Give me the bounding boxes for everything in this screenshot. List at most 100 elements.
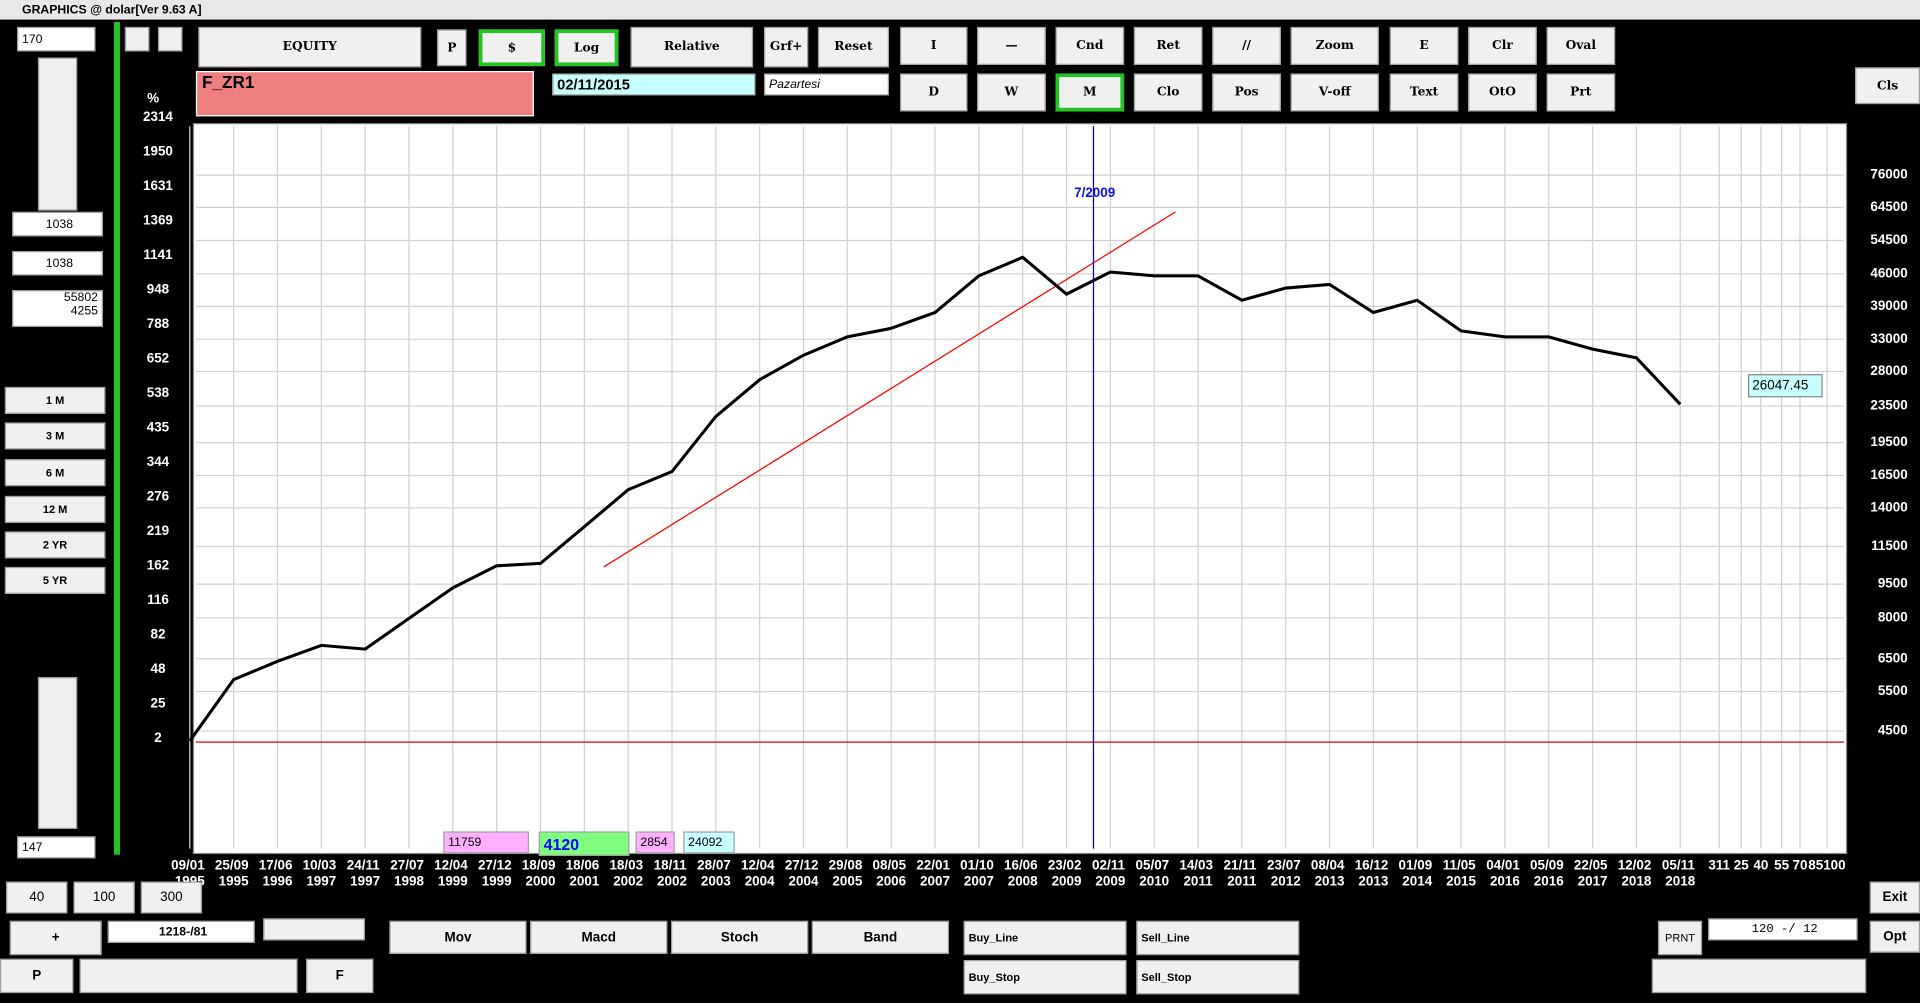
button[interactable]: F xyxy=(306,958,374,994)
y-tick-label: 5500 xyxy=(1878,683,1908,698)
zoom-button[interactable]: 40 xyxy=(6,881,68,914)
toolbar-button[interactable]: Zoom xyxy=(1290,26,1379,65)
x-tick-label: 16/12 2013 xyxy=(1355,857,1392,888)
scrollbar[interactable] xyxy=(1651,958,1867,994)
x-tick-label: 08/05 2006 xyxy=(872,857,909,888)
left-axis-label: 116 xyxy=(147,592,169,607)
y-tick-label: 16500 xyxy=(1870,467,1907,482)
left-axis-label: 538 xyxy=(147,385,170,400)
y-tick-label: 39000 xyxy=(1870,298,1907,313)
toolbar-button[interactable]: Grf+ xyxy=(764,26,809,68)
x-tick-label: 01/10 2007 xyxy=(960,857,997,888)
info-box: 24092 xyxy=(683,831,735,854)
toolbar-button[interactable]: Reset xyxy=(817,26,889,68)
info-box: 4120 xyxy=(538,831,630,856)
day-field: Pazartesi xyxy=(764,73,889,96)
toolbar-button[interactable]: E xyxy=(1389,26,1459,65)
y-unit: % xyxy=(147,91,159,106)
toolbar-button[interactable]: P xyxy=(437,29,467,67)
y-tick-label: 4500 xyxy=(1878,723,1908,738)
period-button[interactable]: 12 M xyxy=(4,495,106,523)
x-tick-label: 27/12 1999 xyxy=(478,857,515,888)
scrollbar[interactable] xyxy=(157,26,183,52)
toolbar-button[interactable]: Oval xyxy=(1546,26,1616,65)
indicator-button[interactable]: Band xyxy=(811,920,949,954)
zoom-button[interactable]: 100 xyxy=(73,881,135,914)
x-tick-label: 12/02 2018 xyxy=(1618,857,1655,888)
left-axis-label: 219 xyxy=(147,523,169,538)
field: 120 -/ 12 xyxy=(1708,918,1858,941)
period-button[interactable]: 3 M xyxy=(4,422,106,450)
x-tick-label: 27/12 2004 xyxy=(785,857,822,888)
scrollbar[interactable] xyxy=(37,677,78,829)
left-axis-label: 2314 xyxy=(143,109,173,124)
toolbar-button[interactable]: Clo xyxy=(1133,73,1203,112)
toolbar-button[interactable]: I xyxy=(900,26,968,65)
toolbar-button[interactable]: Cnd xyxy=(1055,26,1125,65)
toolbar-button[interactable]: Prt xyxy=(1546,73,1616,112)
x-tick-label: 21/11 2011 xyxy=(1224,857,1261,888)
indicator-button[interactable]: Mov xyxy=(389,920,527,954)
scrollbar[interactable] xyxy=(263,918,365,941)
toolbar-button[interactable]: Text xyxy=(1389,73,1459,112)
period-button[interactable]: 1 M xyxy=(4,386,106,414)
annotation: 7/2009 xyxy=(1074,185,1115,200)
toolbar-button[interactable]: Relative xyxy=(630,26,754,68)
capital-box: 55802 4255 xyxy=(12,290,103,327)
order-checkbox[interactable]: Buy_Line xyxy=(963,920,1127,956)
order-checkbox[interactable]: Sell_Line xyxy=(1136,920,1300,956)
period-button[interactable]: 6 M xyxy=(4,459,106,487)
capital-text: 55802 xyxy=(63,291,98,305)
last-value-label: 26047.45 xyxy=(1752,377,1808,392)
button[interactable]: PRNT xyxy=(1657,920,1703,956)
button[interactable]: + xyxy=(9,920,102,956)
y-tick-label: 9500 xyxy=(1878,576,1908,591)
left-axis-label: 652 xyxy=(147,351,169,366)
x-tick-label: 05/09 2016 xyxy=(1530,857,1567,888)
indicator-button[interactable]: Stoch xyxy=(671,920,809,954)
toolbar-button[interactable]: // xyxy=(1212,26,1281,65)
x-tick-label: 01/09 2014 xyxy=(1399,857,1436,888)
toolbar-button[interactable]: Log xyxy=(554,29,619,67)
toolbar-button[interactable]: OtO xyxy=(1468,73,1537,112)
left-axis-label: 2 xyxy=(154,730,161,745)
x-tick-label: 18/09 2000 xyxy=(522,857,559,888)
button[interactable]: Exit xyxy=(1869,881,1920,914)
x-tick-label: 40 xyxy=(1753,857,1768,872)
toolbar-button[interactable]: Ret xyxy=(1133,26,1203,65)
order-checkbox[interactable]: Sell_Stop xyxy=(1136,960,1300,995)
x-tick-label: 16/06 2008 xyxy=(1004,857,1041,888)
capital-text: 4255 xyxy=(70,304,98,319)
scrollbar[interactable] xyxy=(37,57,78,211)
toolbar-button[interactable]: Cls xyxy=(1855,67,1920,105)
x-tick-label: 22/01 2007 xyxy=(916,857,953,888)
left-axis-label: 1631 xyxy=(143,178,173,193)
field: 1218-/81 xyxy=(107,920,255,943)
toolbar-button[interactable]: $ xyxy=(478,29,545,67)
button[interactable]: P xyxy=(0,958,74,994)
x-tick-label: 25 xyxy=(1734,857,1749,872)
indicator-button[interactable]: Macd xyxy=(530,920,668,954)
toolbar-button[interactable]: — xyxy=(977,26,1046,65)
toolbar-button[interactable]: M xyxy=(1055,73,1125,112)
toolbar-button[interactable]: EQUITY xyxy=(198,26,422,68)
order-checkbox[interactable]: Buy_Stop xyxy=(963,960,1127,995)
toolbar-button[interactable]: Pos xyxy=(1212,73,1281,112)
scrollbar[interactable] xyxy=(124,26,150,52)
y-tick-label: 11500 xyxy=(1871,538,1908,553)
toolbar-button[interactable]: V-off xyxy=(1290,73,1379,112)
x-tick-label: 27/07 1998 xyxy=(390,857,427,888)
toolbar-button[interactable]: D xyxy=(900,73,968,112)
button[interactable]: Opt xyxy=(1869,920,1920,953)
panel-border xyxy=(113,22,121,855)
toolbar-button[interactable]: W xyxy=(977,73,1046,112)
scrollbar[interactable] xyxy=(79,958,298,994)
zoom-button[interactable]: 300 xyxy=(140,881,203,914)
x-tick-label: 12/04 2004 xyxy=(741,857,778,888)
toolbar-button[interactable]: Clr xyxy=(1468,26,1537,65)
period-button[interactable]: 5 YR xyxy=(4,566,106,594)
trend-line xyxy=(603,211,1176,568)
left-axis-label: 276 xyxy=(147,489,169,504)
period-button[interactable]: 2 YR xyxy=(4,531,106,559)
